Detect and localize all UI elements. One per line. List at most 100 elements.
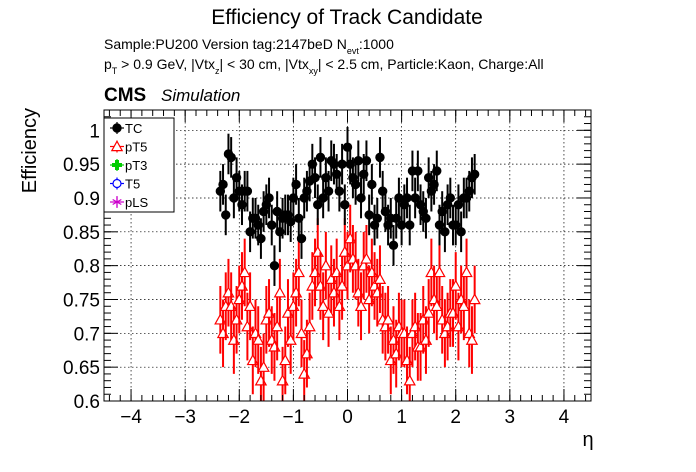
data-point-tc	[310, 157, 320, 198]
data-point-tc	[269, 245, 280, 286]
data-point-tc	[413, 150, 423, 192]
data-point-tc	[285, 201, 296, 242]
marker	[291, 179, 301, 190]
axes: −4 −3 −2 −1 0 1 2 3 4 0.6 0.65 0.7 0.75 0.8 0.85 0.9 0.9…	[63, 110, 591, 428]
legend-marker	[112, 197, 122, 207]
data-point-pt5	[238, 238, 251, 307]
series-layer	[214, 126, 481, 401]
marker	[468, 293, 481, 305]
data-point-pt5	[295, 299, 308, 368]
legend-marker	[110, 140, 124, 152]
marker	[296, 233, 307, 244]
data-point-tc	[364, 194, 374, 236]
marker	[337, 159, 347, 169]
legend-label: pT5	[125, 140, 147, 155]
y-tick-label: 0.6	[74, 392, 100, 413]
data-point-pt5	[460, 238, 473, 307]
marker	[372, 213, 382, 223]
marker	[433, 265, 446, 278]
data-point-tc	[375, 137, 385, 178]
marker	[373, 272, 387, 284]
data-point-pt5	[257, 333, 270, 401]
marker	[269, 260, 280, 271]
legend-entry-pls: pLS	[110, 195, 148, 210]
marker	[460, 265, 473, 278]
data-point-tc	[377, 170, 388, 212]
data-point-tc	[367, 164, 377, 205]
data-point-tc	[453, 184, 464, 226]
x-tick-label: −4	[120, 407, 142, 428]
data-point-tc	[432, 150, 442, 192]
y-tick-label: 0.85	[63, 223, 100, 244]
data-point-tc	[418, 191, 428, 232]
data-point-tc	[242, 170, 253, 212]
marker	[316, 299, 330, 312]
marker	[440, 227, 450, 237]
marker	[257, 360, 270, 372]
marker	[285, 216, 296, 227]
legend-marker	[112, 178, 122, 189]
marker	[402, 193, 412, 203]
y-tick-label: 0.8	[74, 257, 100, 278]
legend-entry-pt5: pT5	[110, 140, 147, 155]
marker	[310, 172, 320, 183]
data-point-tc	[410, 177, 420, 219]
data-point-pt5	[468, 265, 481, 334]
x-tick-label: 1	[396, 407, 407, 428]
marker	[279, 353, 292, 366]
marker	[350, 179, 361, 190]
x-tick-label: 4	[559, 407, 570, 428]
marker	[367, 179, 377, 190]
legend-label: TC	[125, 121, 142, 136]
data-point-tc	[388, 225, 399, 266]
data-point-pt5	[465, 306, 479, 374]
data-point-pt5	[273, 258, 287, 327]
legend-label: T5	[125, 177, 140, 192]
marker	[410, 193, 420, 203]
marker	[421, 213, 431, 223]
marker	[364, 210, 374, 220]
data-point-tc	[353, 140, 364, 182]
marker	[264, 193, 274, 203]
sample-info-suffix: :1000	[359, 36, 394, 52]
data-point-pt5	[284, 306, 297, 374]
marker	[340, 200, 350, 210]
data-point-pt5	[243, 272, 257, 341]
marker	[465, 333, 479, 345]
chart-title: Efficiency of Track Candidate	[211, 6, 483, 29]
marker	[381, 313, 395, 325]
cuts-rest-text: | < 2.5 cm, Particle:Kaon, Charge:All	[318, 56, 544, 72]
marker	[319, 259, 333, 271]
data-point-tc	[323, 170, 334, 212]
data-point-pt5	[433, 238, 446, 307]
marker	[313, 200, 323, 210]
marker	[238, 265, 251, 278]
y-tick-label: 0.75	[63, 290, 100, 311]
marker	[354, 299, 368, 312]
marker	[453, 200, 464, 210]
x-axis-label: η	[582, 429, 593, 451]
marker	[292, 265, 306, 278]
cuts-sub-z: z	[215, 66, 220, 76]
data-point-tc	[337, 143, 347, 185]
marker	[449, 279, 462, 291]
marker	[218, 179, 228, 190]
legend-entry-pt3: pT3	[110, 158, 147, 173]
legend-label: pT3	[125, 158, 147, 173]
legend-marker-v	[115, 160, 119, 170]
y-axis-label: Efficiency	[19, 108, 41, 193]
data-point-tc	[256, 218, 266, 259]
marker	[353, 156, 364, 166]
data-point-tc	[264, 177, 274, 219]
cuts-info-line: pT > 0.9 GeV, |Vtxz| < 30 cm, |Vtxxy| < …	[104, 56, 544, 76]
cuts-pt-text: > 0.9 GeV, |Vtx	[117, 56, 215, 72]
data-point-tc	[405, 204, 415, 246]
legend-marker	[112, 160, 122, 170]
marker	[356, 193, 366, 203]
legend-entry-tc: TC	[110, 121, 142, 136]
marker	[432, 166, 442, 176]
data-point-tc	[402, 177, 412, 219]
data-point-tc	[218, 164, 228, 205]
legend: TC pT5 pT3 T5 pLS	[103, 117, 175, 213]
